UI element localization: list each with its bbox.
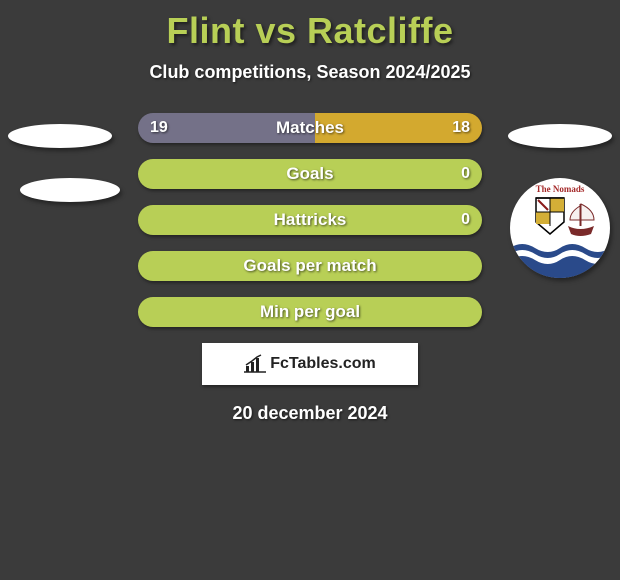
right-player-shape-1: [508, 124, 612, 148]
bar-row: Min per goal: [138, 297, 482, 327]
left-player-shape-2: [20, 178, 120, 202]
bar-label: Matches: [138, 113, 482, 143]
waves-icon: [510, 244, 610, 278]
bar-label: Goals: [138, 159, 482, 189]
bar-label: Hattricks: [138, 205, 482, 235]
bar-right-value: 18: [452, 113, 470, 143]
bar-left-value: 19: [150, 113, 168, 143]
left-player-shape-1: [8, 124, 112, 148]
comparison-bars: Matches1918Goals0Hattricks0Goals per mat…: [138, 113, 482, 327]
bar-right-value: 0: [461, 205, 470, 235]
badge-svg: [510, 178, 610, 278]
bar-row: Hattricks0: [138, 205, 482, 235]
bar-label: Min per goal: [138, 297, 482, 327]
bar-label: Goals per match: [138, 251, 482, 281]
fctables-text: FcTables.com: [270, 355, 376, 373]
subtitle: Club competitions, Season 2024/2025: [0, 62, 620, 83]
page-title: Flint vs Ratcliffe: [0, 0, 620, 52]
right-club-badge: The Nomads: [510, 178, 610, 278]
fctables-box: FcTables.com: [202, 343, 418, 385]
ship-icon: [568, 204, 594, 236]
bar-right-value: 0: [461, 159, 470, 189]
bar-row: Goals0: [138, 159, 482, 189]
bar-row: Goals per match: [138, 251, 482, 281]
date-text: 20 december 2024: [0, 403, 620, 424]
bar-row: Matches19 18: [138, 113, 482, 143]
bar-chart-icon: [244, 354, 266, 374]
